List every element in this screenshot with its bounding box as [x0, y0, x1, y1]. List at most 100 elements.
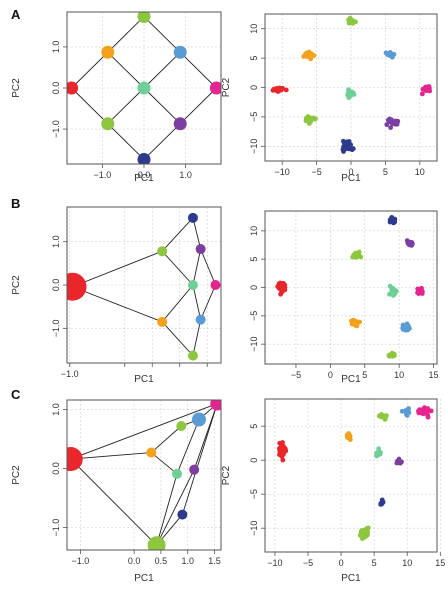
- point: [313, 116, 318, 122]
- plot-area: [270, 15, 433, 154]
- y-tick-label: 1.0: [51, 41, 61, 54]
- x-axis-label: PC1: [341, 374, 361, 385]
- y-tick-label: −5: [249, 112, 259, 122]
- x-tick-label: 0.0: [138, 170, 151, 180]
- node-teal: [137, 81, 151, 95]
- cluster-magenta: [416, 405, 434, 420]
- point: [419, 289, 425, 294]
- graph-edge: [161, 284, 194, 323]
- x-tick-label: 5: [372, 558, 377, 568]
- plot-C-graph: C −1.0 0.0 0.5 1.0 1.5 −1.0 0.0 1.0 PC1 PC2: [11, 387, 222, 584]
- node-blue: [173, 45, 187, 59]
- node-orange: [101, 45, 115, 59]
- y-tick-label: −1.0: [51, 120, 61, 138]
- node-purple: [195, 244, 206, 255]
- point: [382, 413, 388, 419]
- graph-edge: [161, 217, 194, 252]
- y-tick-label: −10: [249, 521, 259, 536]
- plot-B-scatter: −5 0 5 10 15 −10 −5 0 5 10 PC1: [249, 210, 439, 385]
- y-tick-label: 0.0: [51, 82, 61, 95]
- graph-edge: [200, 284, 216, 320]
- plot-B-graph: B −1.0 −1.0 0.0 1.0 PC1 PC2: [11, 196, 222, 385]
- x-axis-label: PC1: [134, 374, 154, 385]
- x-tick-label: 0: [328, 370, 333, 380]
- graph-edge: [72, 250, 163, 288]
- plot-frame: [66, 206, 222, 364]
- cluster-purple: [404, 238, 415, 248]
- cluster-blue: [400, 321, 412, 333]
- graph-edge: [161, 250, 194, 286]
- graph-edge: [150, 425, 182, 453]
- x-tick-label: 10: [415, 167, 425, 177]
- x-axis-label: PC1: [134, 173, 154, 184]
- node-magenta: [210, 400, 221, 411]
- x-tick-label: 0: [339, 558, 344, 568]
- point: [388, 125, 393, 131]
- plot-area: [275, 214, 425, 359]
- x-tick-label: 15: [429, 370, 439, 380]
- point: [352, 322, 358, 328]
- point: [346, 146, 352, 152]
- y-tick-label: 1.0: [51, 235, 61, 248]
- point: [384, 122, 390, 128]
- point: [281, 285, 287, 290]
- graph-edge: [192, 284, 202, 320]
- graph-edge: [107, 123, 145, 160]
- y-axis-label: PC2: [11, 275, 22, 295]
- point: [277, 280, 283, 286]
- plot-frame: [264, 210, 438, 365]
- cluster-red: [276, 440, 289, 463]
- y-tick-label: 5: [249, 424, 259, 429]
- plot-area: [67, 212, 221, 361]
- y-tick-label: 0: [249, 85, 259, 90]
- point: [301, 54, 307, 59]
- y-tick-label: 5: [249, 56, 259, 61]
- x-tick-label: 10: [402, 558, 412, 568]
- y-tick-label: 0: [249, 285, 259, 290]
- point: [415, 286, 421, 292]
- graph-edge: [143, 123, 181, 160]
- point: [389, 289, 395, 295]
- x-tick-label: −5: [303, 558, 313, 568]
- cluster-teal: [386, 283, 399, 298]
- cluster-navy: [378, 497, 386, 507]
- cluster-lightgreen: [346, 15, 358, 26]
- plot-frame: [264, 13, 438, 162]
- graph-edge: [156, 469, 195, 546]
- graph-edge: [107, 87, 145, 125]
- y-tick-label: 1.0: [51, 403, 61, 416]
- x-tick-label: 5: [383, 167, 388, 177]
- point: [419, 91, 425, 97]
- plot-frame: [66, 399, 222, 551]
- plot-frame: [264, 398, 438, 553]
- x-tick-label: −1.0: [61, 369, 79, 379]
- cluster-orange: [301, 49, 317, 62]
- point: [354, 253, 360, 258]
- point: [408, 240, 414, 246]
- x-tick-label: 15: [435, 558, 445, 568]
- x-tick-label: 5: [362, 370, 367, 380]
- node-navy: [187, 212, 198, 223]
- node-orange: [157, 316, 168, 327]
- point: [403, 409, 409, 415]
- point: [347, 90, 353, 95]
- graph-edge: [200, 248, 216, 286]
- graph-edge: [176, 419, 200, 474]
- graph-edge: [71, 87, 109, 125]
- point: [387, 116, 393, 122]
- point: [349, 319, 355, 325]
- x-tick-label: −10: [275, 167, 290, 177]
- point: [346, 431, 352, 436]
- y-axis-label: PC2: [221, 77, 232, 97]
- cluster-lime: [303, 114, 318, 126]
- plot-area: [67, 12, 221, 164]
- y-tick-label: 10: [249, 24, 259, 34]
- cluster-lime: [376, 412, 389, 422]
- y-tick-label: −10: [249, 139, 259, 154]
- graph-edge: [107, 51, 145, 89]
- point: [428, 408, 434, 414]
- x-tick-label: 0.0: [128, 556, 141, 566]
- point: [359, 528, 365, 533]
- point: [275, 284, 281, 289]
